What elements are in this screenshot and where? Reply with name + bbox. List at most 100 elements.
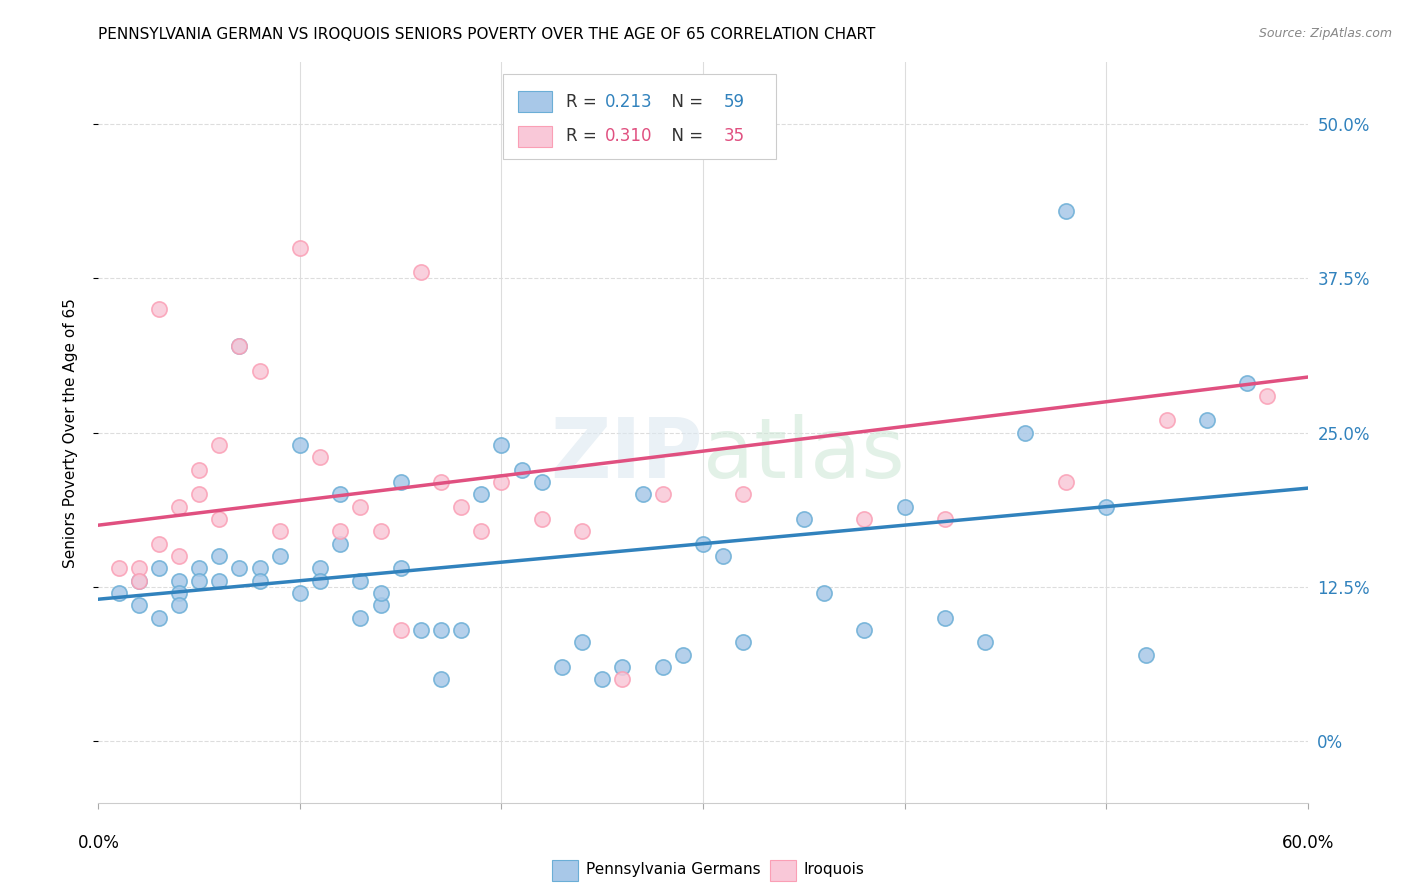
Point bbox=[733, 635, 755, 649]
Point bbox=[128, 574, 150, 588]
Point bbox=[450, 500, 472, 514]
Point bbox=[631, 487, 654, 501]
Point bbox=[571, 524, 593, 539]
Point bbox=[228, 339, 250, 353]
Point bbox=[167, 500, 190, 514]
Text: 0.0%: 0.0% bbox=[77, 834, 120, 852]
Text: 60.0%: 60.0% bbox=[1281, 834, 1334, 852]
Point bbox=[672, 648, 695, 662]
Bar bbox=[551, 860, 578, 880]
Point bbox=[813, 586, 835, 600]
Point bbox=[188, 462, 211, 476]
Point bbox=[530, 512, 553, 526]
Point bbox=[208, 512, 231, 526]
Point bbox=[148, 561, 170, 575]
Point bbox=[551, 660, 574, 674]
Y-axis label: Seniors Poverty Over the Age of 65: Seniors Poverty Over the Age of 65 bbox=[63, 298, 77, 567]
Point bbox=[612, 660, 634, 674]
Point bbox=[853, 623, 876, 637]
Point bbox=[188, 487, 211, 501]
Point bbox=[1014, 425, 1036, 440]
Point bbox=[228, 339, 250, 353]
Text: Iroquois: Iroquois bbox=[803, 862, 865, 877]
Point bbox=[309, 450, 332, 465]
Point bbox=[409, 623, 432, 637]
Point bbox=[370, 599, 392, 613]
Point bbox=[370, 524, 392, 539]
Point bbox=[470, 524, 492, 539]
Point bbox=[491, 475, 513, 489]
Bar bbox=[517, 91, 553, 112]
Point bbox=[249, 561, 271, 575]
Point bbox=[1195, 413, 1218, 427]
Text: N =: N = bbox=[661, 93, 709, 111]
Point bbox=[349, 610, 371, 624]
Point bbox=[288, 438, 311, 452]
Point bbox=[228, 561, 250, 575]
Point bbox=[571, 635, 593, 649]
Point bbox=[430, 673, 453, 687]
Text: R =: R = bbox=[567, 128, 602, 145]
Point bbox=[430, 475, 453, 489]
Point bbox=[309, 574, 332, 588]
Point bbox=[167, 586, 190, 600]
Point bbox=[893, 500, 915, 514]
Point bbox=[1236, 376, 1258, 391]
Point bbox=[288, 586, 311, 600]
Point bbox=[510, 462, 533, 476]
Point bbox=[188, 561, 211, 575]
Point bbox=[733, 487, 755, 501]
Point bbox=[329, 524, 352, 539]
Text: PENNSYLVANIA GERMAN VS IROQUOIS SENIORS POVERTY OVER THE AGE OF 65 CORRELATION C: PENNSYLVANIA GERMAN VS IROQUOIS SENIORS … bbox=[98, 27, 876, 42]
Point bbox=[389, 561, 412, 575]
Point bbox=[1095, 500, 1118, 514]
Text: atlas: atlas bbox=[703, 414, 904, 495]
Point bbox=[249, 574, 271, 588]
Point bbox=[389, 623, 412, 637]
Point bbox=[1135, 648, 1157, 662]
Point bbox=[148, 302, 170, 317]
Text: Pennsylvania Germans: Pennsylvania Germans bbox=[586, 862, 761, 877]
Point bbox=[208, 549, 231, 563]
Point bbox=[329, 487, 352, 501]
Point bbox=[128, 599, 150, 613]
Text: 35: 35 bbox=[724, 128, 745, 145]
Point bbox=[591, 673, 613, 687]
Point bbox=[974, 635, 997, 649]
Point bbox=[107, 586, 129, 600]
Point bbox=[309, 561, 332, 575]
Point bbox=[430, 623, 453, 637]
Point bbox=[793, 512, 815, 526]
Point bbox=[148, 610, 170, 624]
Text: 59: 59 bbox=[724, 93, 745, 111]
Point bbox=[1256, 389, 1278, 403]
Point bbox=[651, 660, 673, 674]
Point bbox=[128, 561, 150, 575]
Point bbox=[128, 574, 150, 588]
Point bbox=[1054, 475, 1077, 489]
Point bbox=[167, 599, 190, 613]
Text: N =: N = bbox=[661, 128, 709, 145]
Point bbox=[530, 475, 553, 489]
Point bbox=[349, 500, 371, 514]
Point bbox=[269, 549, 291, 563]
Point bbox=[249, 364, 271, 378]
Point bbox=[1054, 203, 1077, 218]
Point bbox=[470, 487, 492, 501]
Point bbox=[612, 673, 634, 687]
Point bbox=[711, 549, 734, 563]
Point bbox=[491, 438, 513, 452]
Point bbox=[934, 512, 956, 526]
Text: 0.213: 0.213 bbox=[605, 93, 652, 111]
Point bbox=[450, 623, 472, 637]
Point bbox=[167, 549, 190, 563]
Point bbox=[288, 240, 311, 255]
Point bbox=[148, 536, 170, 550]
Text: 0.310: 0.310 bbox=[605, 128, 652, 145]
Point bbox=[188, 574, 211, 588]
Point bbox=[409, 265, 432, 279]
Point bbox=[167, 574, 190, 588]
Text: R =: R = bbox=[567, 93, 602, 111]
Point bbox=[329, 536, 352, 550]
Point bbox=[389, 475, 412, 489]
